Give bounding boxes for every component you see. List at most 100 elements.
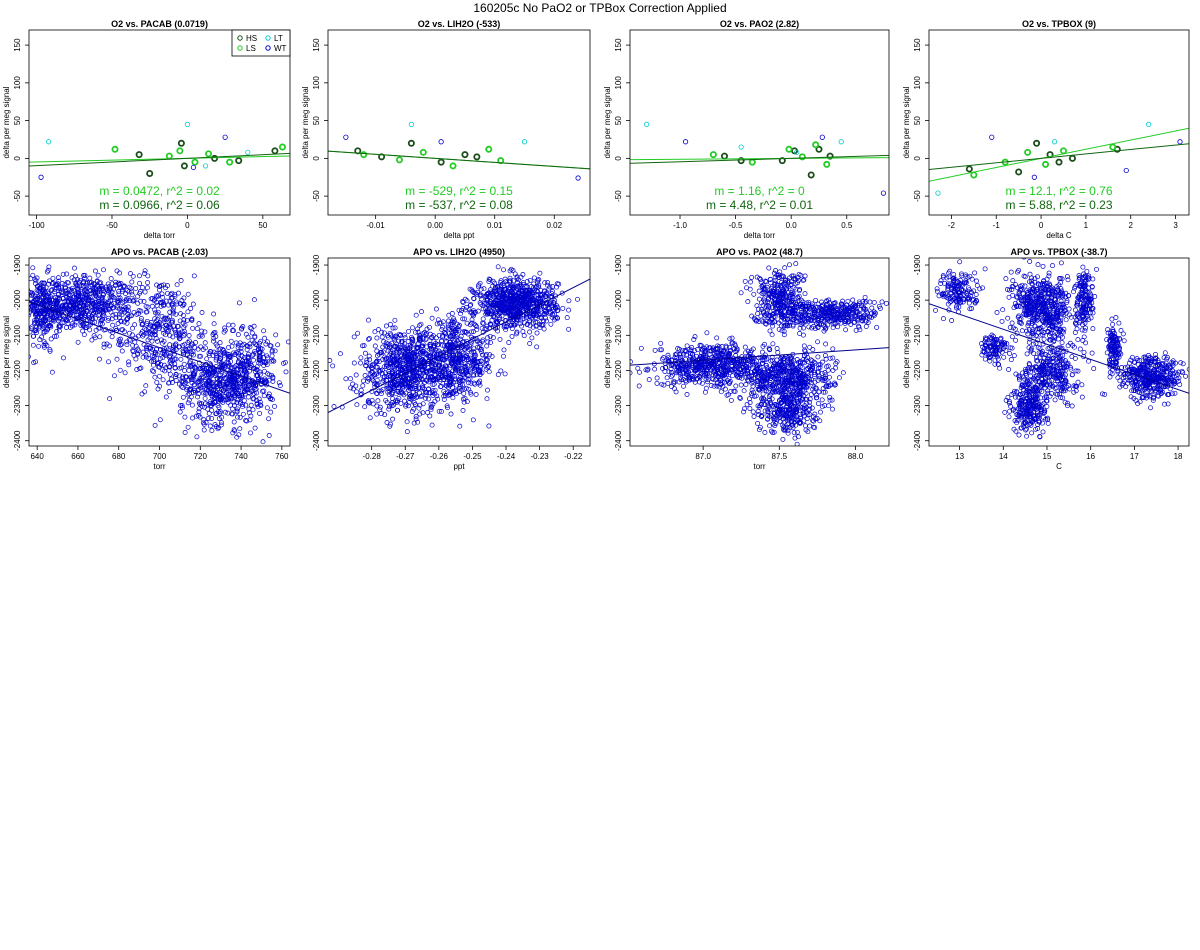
data-point xyxy=(213,341,219,347)
data-point xyxy=(477,368,483,373)
data-point xyxy=(82,292,88,298)
data-point xyxy=(543,293,549,299)
data-point xyxy=(33,278,39,284)
data-point xyxy=(671,379,677,385)
data-point xyxy=(111,300,117,306)
data-point xyxy=(257,399,263,405)
data-point xyxy=(488,301,494,307)
data-point-wt xyxy=(575,175,581,181)
data-point xyxy=(457,386,462,391)
data-point xyxy=(717,360,723,366)
data-point xyxy=(209,428,215,433)
data-point xyxy=(226,354,232,360)
data-point xyxy=(137,366,143,372)
fit-line-1 xyxy=(630,157,889,161)
data-point xyxy=(454,382,460,388)
data-point xyxy=(461,390,467,396)
data-point xyxy=(115,303,121,309)
data-point xyxy=(83,287,89,293)
chart-panel-4: O2 vs. TPBOX (9)m = 12.1, r^2 = 0.76m = … xyxy=(902,19,1190,240)
data-point xyxy=(106,359,111,365)
data-point xyxy=(687,377,693,383)
data-point xyxy=(111,286,116,292)
data-point xyxy=(722,354,728,360)
data-point xyxy=(457,322,462,328)
data-point-ls xyxy=(278,143,286,151)
chart-panel-6: APO vs. LIH2O (4950)-0.28 -0.27 -0.26 -0.25… xyxy=(301,247,591,471)
data-point xyxy=(207,379,213,384)
data-point xyxy=(458,357,464,363)
data-point xyxy=(413,414,419,419)
data-point xyxy=(522,306,527,312)
data-point xyxy=(447,379,453,385)
data-point xyxy=(471,296,477,302)
data-point xyxy=(82,299,87,304)
data-point xyxy=(195,412,201,418)
data-point xyxy=(379,329,385,335)
data-point xyxy=(532,308,538,314)
data-point xyxy=(519,288,525,294)
data-point xyxy=(367,357,373,363)
data-point xyxy=(206,379,212,385)
data-point xyxy=(501,267,506,273)
data-point xyxy=(471,352,477,358)
data-point xyxy=(502,299,508,305)
data-point xyxy=(524,279,530,285)
data-point xyxy=(471,321,477,327)
data-point xyxy=(535,279,541,285)
data-point xyxy=(251,297,257,303)
data-point xyxy=(132,322,138,328)
data-point xyxy=(492,301,498,307)
data-point xyxy=(24,306,28,310)
data-point xyxy=(163,298,169,304)
data-point xyxy=(73,273,78,279)
data-point xyxy=(750,359,756,365)
data-point xyxy=(441,377,447,383)
data-point xyxy=(182,430,188,435)
data-point xyxy=(538,292,543,297)
data-point xyxy=(436,356,442,362)
data-point xyxy=(251,390,257,396)
data-point xyxy=(453,329,459,335)
data-point xyxy=(108,294,114,300)
fit-annotation-2: m = -537, r^2 = 0.08 xyxy=(405,198,513,212)
data-point xyxy=(129,292,135,298)
data-point xyxy=(122,329,128,335)
data-point xyxy=(235,406,240,412)
plot-area xyxy=(630,261,889,446)
data-point xyxy=(484,292,490,297)
data-point-hs xyxy=(211,154,219,162)
data-point xyxy=(671,380,677,386)
data-point xyxy=(199,333,205,339)
data-point xyxy=(331,404,337,409)
data-point xyxy=(40,325,46,331)
data-point xyxy=(23,296,27,300)
data-point xyxy=(759,349,765,355)
data-point xyxy=(394,407,400,413)
data-point xyxy=(95,272,101,278)
data-point xyxy=(394,344,400,350)
data-point xyxy=(268,396,273,402)
data-point xyxy=(56,292,62,297)
data-point-hs xyxy=(720,152,728,160)
data-point xyxy=(161,362,167,368)
data-point xyxy=(46,297,52,303)
data-point xyxy=(451,316,457,322)
data-point xyxy=(142,326,148,332)
data-point xyxy=(663,364,669,370)
data-point xyxy=(392,344,398,350)
data-point xyxy=(54,333,59,339)
data-point xyxy=(421,370,427,376)
data-point xyxy=(121,284,127,290)
x-tick-label: 640 xyxy=(30,452,44,461)
data-point xyxy=(449,371,455,377)
y-tick-label: 50 xyxy=(913,116,922,125)
data-point xyxy=(216,404,222,410)
data-point xyxy=(559,290,565,296)
data-point xyxy=(165,283,170,289)
data-point xyxy=(130,342,136,348)
data-point xyxy=(146,356,152,361)
data-point xyxy=(107,396,113,402)
data-point xyxy=(707,366,713,372)
data-point xyxy=(495,372,501,378)
